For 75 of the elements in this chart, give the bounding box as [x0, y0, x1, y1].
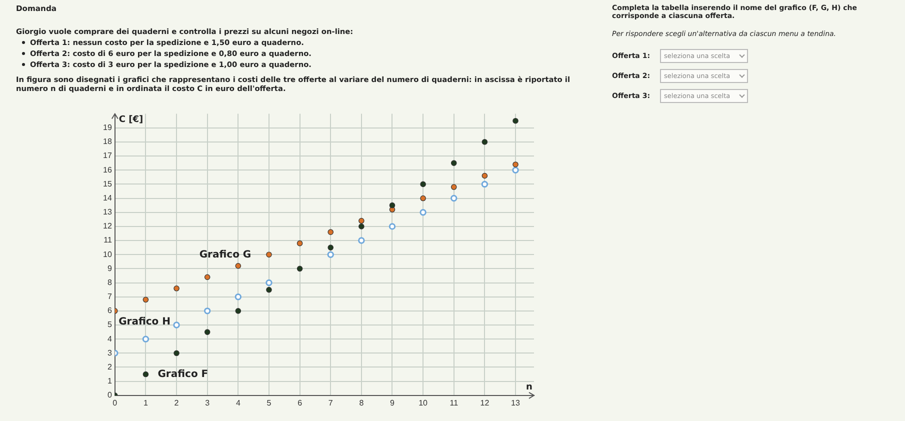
series-label: Grafico H [118, 316, 171, 328]
point [388, 223, 396, 230]
x-tick-label: 8 [359, 398, 364, 408]
y-tick-label: 12 [102, 222, 112, 231]
y-tick-label: 2 [107, 362, 112, 372]
point [450, 184, 457, 190]
point [174, 285, 180, 292]
y-tick-label: 1 [107, 376, 112, 386]
y-tick-label: 18 [102, 137, 112, 146]
y-tick-label: 7 [107, 292, 112, 302]
point [358, 237, 365, 244]
series-label: Grafico G [199, 250, 252, 261]
point [328, 244, 334, 250]
point [142, 296, 149, 303]
point [142, 336, 150, 342]
point [173, 322, 180, 328]
point [358, 224, 364, 230]
point [420, 181, 426, 188]
point [482, 172, 488, 179]
x-tick-label: 7 [328, 398, 334, 408]
point [420, 195, 426, 202]
point [204, 329, 210, 335]
y-axis-title: C [€] [118, 115, 144, 126]
y-tick-label: 11 [104, 236, 112, 245]
point [327, 251, 334, 258]
point [512, 118, 518, 124]
point [204, 308, 211, 314]
point [296, 266, 303, 272]
y-tick-label: 17 [102, 151, 112, 160]
x-tick-label: 5 [266, 398, 272, 408]
y-tick-label: 6 [107, 306, 112, 316]
point [204, 274, 210, 280]
point [328, 229, 334, 235]
y-tick-label: 10 [102, 250, 112, 259]
point [450, 194, 458, 202]
point [358, 218, 364, 224]
x-tick-label: 3 [205, 398, 210, 408]
y-tick-label: 15 [102, 179, 112, 188]
y-tick-label: 14 [102, 193, 112, 202]
point [266, 252, 272, 258]
x-tick-label: 2 [174, 398, 180, 408]
point [235, 262, 242, 269]
x-tick-label: 11 [450, 398, 459, 408]
y-tick-label: 4 [107, 334, 112, 344]
point [234, 293, 242, 300]
x-tick-label: 6 [298, 398, 303, 408]
y-tick-label: 16 [102, 165, 112, 174]
y-tick-label: 5 [107, 320, 112, 330]
x-tick-label: 13 [511, 398, 521, 408]
point [482, 139, 488, 145]
y-tick-label: 0 [107, 390, 112, 400]
x-tick-label: 4 [236, 398, 241, 408]
point [389, 202, 396, 208]
x-tick-label: 12 [480, 398, 490, 408]
point [266, 286, 272, 293]
point [481, 180, 488, 188]
point [266, 279, 272, 286]
y-tick-label: 13 [102, 208, 112, 217]
y-tick-label: 19 [102, 123, 112, 132]
x-tick-label: 9 [390, 398, 396, 408]
x-axis-title: n [526, 382, 532, 393]
y-tick-label: 9 [107, 264, 112, 273]
point [235, 308, 242, 314]
point [142, 371, 149, 378]
point [420, 209, 426, 216]
point [296, 240, 303, 246]
point [512, 166, 519, 174]
point [450, 160, 457, 166]
y-tick-label: 8 [107, 278, 112, 287]
point [512, 162, 518, 168]
x-tick-label: 1 [143, 398, 148, 408]
y-tick-label: 3 [107, 348, 112, 358]
x-tick-label: 10 [418, 398, 428, 408]
point [174, 350, 180, 356]
series-label: Grafico F [158, 368, 208, 380]
